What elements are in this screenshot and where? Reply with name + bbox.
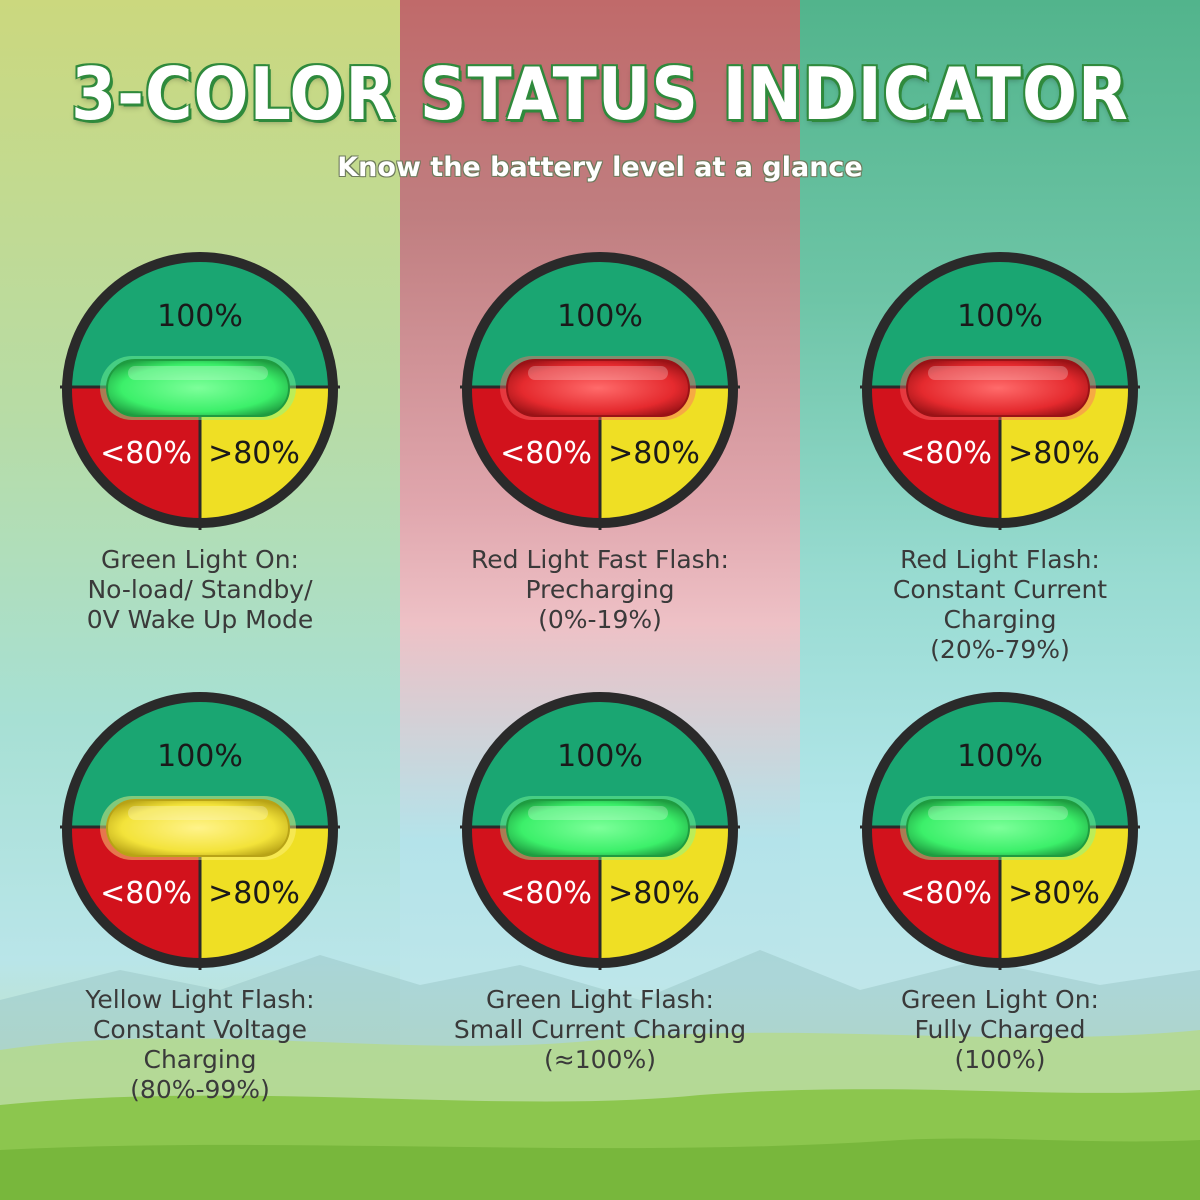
led-light-green — [106, 359, 290, 417]
dial-ring — [62, 252, 338, 528]
dial-label-below-80: <80% — [900, 436, 992, 471]
led-light-red — [506, 359, 690, 417]
battery-indicator-dial: 100% <80% >80% — [460, 692, 740, 970]
description-line: Charging — [143, 1045, 257, 1074]
dial-label-above-80: >80% — [608, 436, 700, 471]
led-light-yellow — [106, 799, 290, 857]
battery-indicator-dial: 100% <80% >80% — [60, 252, 340, 530]
led-light-green — [906, 799, 1090, 857]
led-light-red — [906, 359, 1090, 417]
battery-indicator-dial: 100% <80% >80% — [860, 692, 1140, 970]
description-line: Red Light Fast Flash: — [471, 545, 729, 574]
dial-ring — [62, 692, 338, 968]
dial-label-below-80: <80% — [100, 876, 192, 911]
dial-label-100: 100% — [557, 739, 643, 774]
dial-label-above-80: >80% — [1008, 876, 1100, 911]
dial-label-100: 100% — [157, 739, 243, 774]
description-line: Fully Charged — [914, 1015, 1086, 1044]
dial-label-100: 100% — [157, 299, 243, 334]
description-line: 0V Wake Up Mode — [86, 605, 314, 634]
battery-indicator-dial: 100% <80% >80% — [460, 252, 740, 530]
indicator-description: Green Light Flash: Small Current Charging… — [420, 985, 780, 1075]
dial-label-below-80: <80% — [500, 436, 592, 471]
indicator-description: Red Light Flash: Constant Current Charging… — [820, 545, 1180, 665]
dial-label-below-80: <80% — [100, 436, 192, 471]
dial-label-below-80: <80% — [500, 876, 592, 911]
description-line: (≈100%) — [544, 1045, 656, 1074]
dial-ring — [462, 692, 738, 968]
description-line: Red Light Flash: — [900, 545, 1100, 574]
description-line: Charging — [943, 605, 1057, 634]
dial-label-below-80: <80% — [900, 876, 992, 911]
description-line: Green Light On: — [901, 985, 1099, 1014]
indicator-description: Green Light On: Fully Charged (100%) — [820, 985, 1180, 1075]
description-line: (100%) — [954, 1045, 1046, 1074]
description-line: Constant Current — [892, 575, 1108, 604]
dial-ring — [862, 252, 1138, 528]
description-line: Small Current Charging — [453, 1015, 747, 1044]
landscape-illustration — [0, 950, 1200, 1200]
description-line: Green Light Flash: — [486, 985, 714, 1014]
dial-ring — [462, 252, 738, 528]
description-line: (0%-19%) — [538, 605, 662, 634]
battery-indicator-dial: 100% <80% >80% — [860, 252, 1140, 530]
indicator-description: Red Light Fast Flash: Precharging (0%-19%) — [420, 545, 780, 635]
description-line: Constant Voltage — [92, 1015, 308, 1044]
dial-label-above-80: >80% — [208, 436, 300, 471]
dial-label-100: 100% — [957, 739, 1043, 774]
led-light-green — [506, 799, 690, 857]
description-line: Green Light On: — [101, 545, 299, 574]
dial-label-100: 100% — [557, 299, 643, 334]
description-line: No-load/ Standby/ — [87, 575, 313, 604]
dial-label-above-80: >80% — [608, 876, 700, 911]
dial-label-above-80: >80% — [1008, 436, 1100, 471]
battery-indicator-dial: 100% <80% >80% — [60, 692, 340, 970]
description-line: (20%-79%) — [930, 635, 1070, 664]
page-title: 3-COLOR STATUS INDICATOR — [71, 52, 1129, 136]
dial-label-above-80: >80% — [208, 876, 300, 911]
indicator-description: Green Light On: No-load/ Standby/0V Wake … — [20, 545, 380, 635]
dial-label-100: 100% — [957, 299, 1043, 334]
indicator-description: Yellow Light Flash: Constant Voltage Charg… — [20, 985, 380, 1105]
description-line: Yellow Light Flash: — [85, 985, 315, 1014]
description-line: Precharging — [525, 575, 675, 604]
dial-ring — [862, 692, 1138, 968]
page-subtitle: Know the battery level at a glance — [337, 152, 863, 183]
description-line: (80%-99%) — [130, 1075, 270, 1104]
